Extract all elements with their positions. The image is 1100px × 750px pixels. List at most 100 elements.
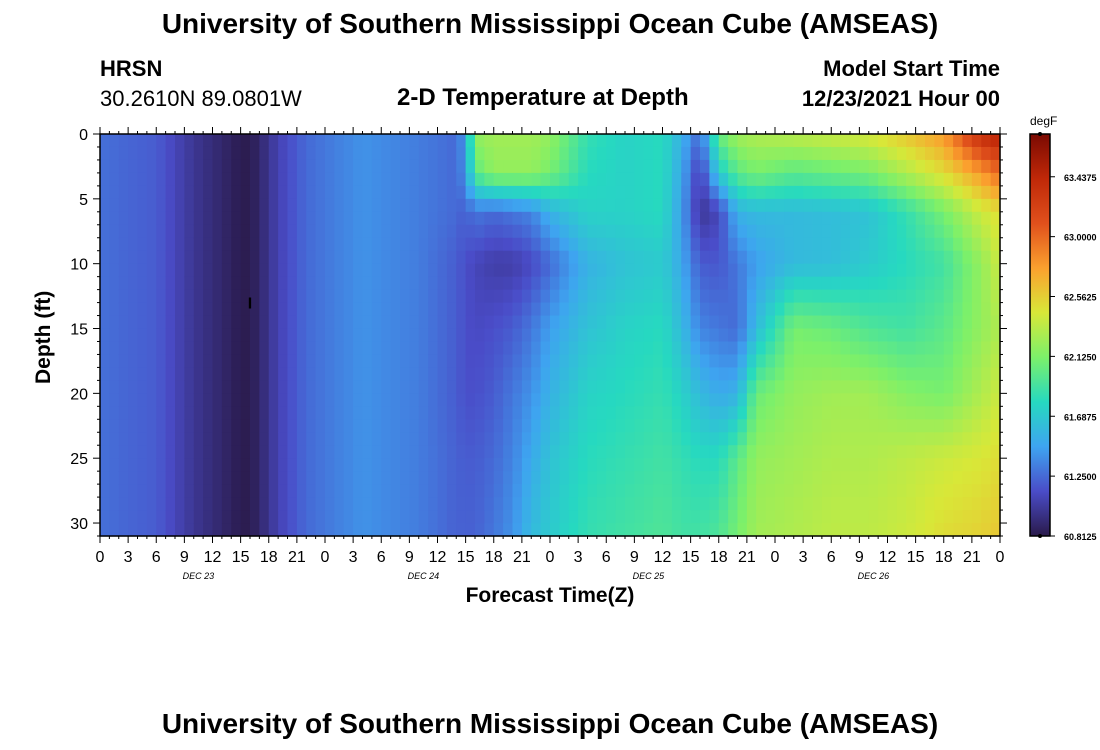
heatmap-cell [981,458,992,472]
heatmap-cell [728,497,739,511]
heatmap-cell [325,354,335,369]
heatmap-cell [475,406,485,420]
heatmap-cell [503,289,514,304]
heatmap-cell [175,445,185,459]
heatmap-cell [784,432,795,446]
heatmap-cell [418,432,429,446]
heatmap-cell [362,510,373,524]
heatmap-cell [868,159,879,174]
heatmap-cell [606,354,617,369]
heatmap-cell [484,380,495,394]
heatmap-cell [250,328,260,343]
heatmap-cell [878,315,889,330]
heatmap-cell [503,134,514,148]
heatmap-cell [737,134,748,148]
heatmap-cell [559,367,570,381]
heatmap-cell [493,250,504,265]
heatmap-cell [662,497,673,511]
heatmap-cell [296,224,307,239]
heatmap-cell [568,159,579,174]
heatmap-cell [146,172,157,187]
heatmap-cell [587,289,598,304]
heatmap-cell [887,471,898,485]
heatmap-cell [737,224,748,239]
heatmap-cell [100,211,110,226]
heatmap-cell [559,289,570,304]
heatmap-cell [793,328,804,343]
x-tick-label: 9 [405,549,414,566]
heatmap-cell [700,211,710,226]
heatmap-cell [381,458,392,472]
heatmap-cell [953,211,964,226]
heatmap-cell [906,419,917,433]
heatmap-cell [296,159,307,174]
heatmap-cell [240,419,251,433]
heatmap-cell [578,289,589,304]
heatmap-cell [306,172,317,187]
heatmap-cell [606,484,617,498]
heatmap-cell [756,523,767,537]
heatmap-cell [109,224,120,239]
heatmap-cell [540,523,551,537]
heatmap-cell [559,211,570,226]
heatmap-cell [765,159,776,174]
heatmap-cell [184,497,195,511]
heatmap-cell [953,146,964,161]
heatmap-cell [943,302,954,317]
heatmap-cell [212,250,223,265]
heatmap-cell [371,393,382,407]
heatmap-cell [943,367,954,381]
heatmap-cell [634,419,645,433]
heatmap-cell [475,172,485,187]
heatmap-cell [596,185,607,200]
heatmap-cell [437,237,448,252]
heatmap-cell [334,159,345,174]
heatmap-cell [803,134,814,148]
heatmap-cell [446,276,457,291]
heatmap-cell [709,172,720,187]
heatmap-cell [287,341,298,356]
heatmap-cell [259,159,270,174]
heatmap-cell [437,445,448,459]
heatmap-cell [287,432,298,446]
heatmap-cell [962,289,973,304]
heatmap-cell [400,315,410,330]
heatmap-cell [137,471,148,485]
heatmap-cell [606,289,617,304]
heatmap-cell [568,445,579,459]
heatmap-cell [540,172,551,187]
heatmap-cell [559,263,570,278]
heatmap-cell [484,484,495,498]
heatmap-cell [521,510,532,524]
heatmap-cell [334,185,345,200]
heatmap-cell [418,367,429,381]
heatmap-cell [118,406,129,420]
heatmap-cell [503,432,514,446]
heatmap-cell [371,497,382,511]
heatmap-cell [118,289,129,304]
heatmap-cell [109,289,120,304]
heatmap-cell [690,276,701,291]
heatmap-cell [906,198,917,213]
heatmap-cell [531,523,542,537]
heatmap-cell [831,198,842,213]
heatmap-cell [268,445,279,459]
heatmap-cell [784,172,795,187]
x-tick-label: 3 [574,549,583,566]
heatmap-cell [540,341,551,356]
heatmap-cell [906,185,917,200]
heatmap-cell [990,354,1001,369]
heatmap-cell [540,250,551,265]
heatmap-cell [643,146,654,161]
heatmap-cell [493,419,504,433]
heatmap-cell [231,146,242,161]
heatmap-cell [793,224,804,239]
heatmap-cell [934,185,945,200]
heatmap-cell [400,510,410,524]
heatmap-cell [587,146,598,161]
heatmap-cell [821,471,832,485]
heatmap-cell [765,367,776,381]
heatmap-cell [728,146,739,161]
heatmap-cell [521,289,532,304]
heatmap-cell [962,432,973,446]
